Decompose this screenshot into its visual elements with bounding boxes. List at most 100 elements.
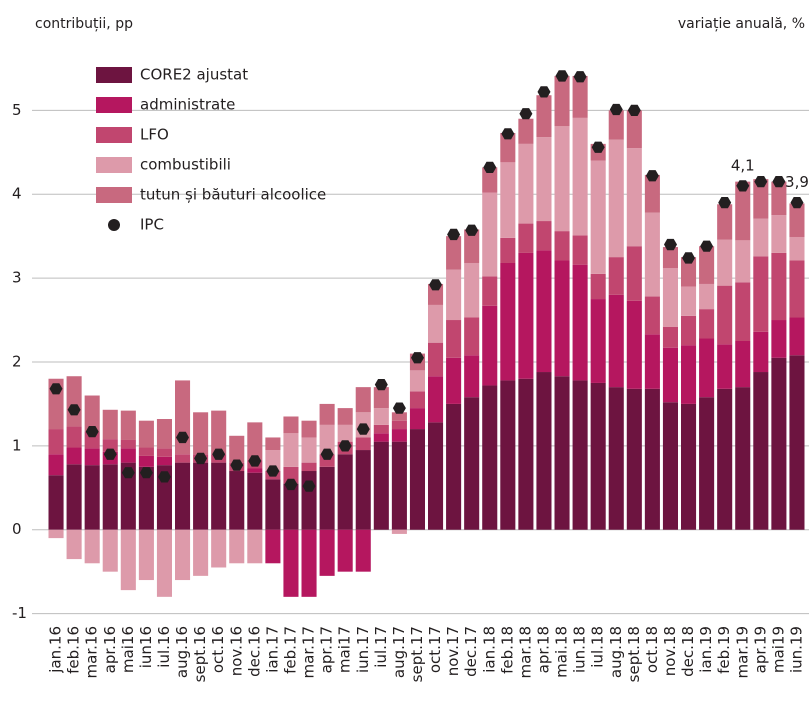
bar-segment bbox=[319, 424, 335, 455]
bar-segment bbox=[753, 331, 769, 373]
x-tick-label: mai16 bbox=[119, 626, 137, 673]
ipc-marker bbox=[176, 431, 189, 444]
bar-segment bbox=[753, 256, 769, 332]
x-tick-label: aug.18 bbox=[607, 626, 625, 678]
x-tick-label: nov.17 bbox=[444, 626, 462, 676]
x-tick-label: mar.19 bbox=[733, 626, 751, 678]
bar-segment bbox=[283, 416, 299, 434]
bar-segment bbox=[337, 408, 353, 425]
bar-segment bbox=[48, 454, 64, 476]
bar-segment bbox=[247, 422, 263, 461]
bar-segment bbox=[789, 317, 805, 356]
bar-segment bbox=[428, 422, 444, 530]
bar-segment bbox=[156, 529, 172, 597]
bar-segment bbox=[554, 126, 570, 232]
bar-segment bbox=[644, 388, 660, 530]
x-tick-label: feb.17 bbox=[281, 626, 299, 674]
bar-segment bbox=[319, 466, 335, 530]
bar-segment bbox=[771, 357, 787, 530]
bar-segment bbox=[572, 117, 588, 236]
bar-segment bbox=[626, 388, 642, 530]
x-tick-label: feb.19 bbox=[715, 626, 733, 674]
bar-segment bbox=[355, 529, 371, 572]
bar-segment bbox=[536, 137, 552, 222]
bar-segment bbox=[373, 387, 389, 409]
bar-segment bbox=[681, 257, 697, 287]
x-tick-label: iun.18 bbox=[571, 626, 589, 673]
bar-segment bbox=[735, 387, 751, 530]
bar-segment bbox=[662, 402, 678, 530]
ipc-marker bbox=[447, 228, 461, 241]
bar-segment bbox=[337, 424, 353, 442]
bar-segment bbox=[626, 110, 642, 149]
bar-segment bbox=[138, 455, 154, 467]
bar-segment bbox=[211, 529, 227, 568]
ipc-marker bbox=[338, 440, 352, 452]
bar-segment bbox=[464, 317, 480, 356]
bar-segment bbox=[84, 395, 100, 432]
bar-segment bbox=[608, 110, 624, 140]
bar-segment bbox=[644, 296, 660, 335]
bar-segment bbox=[301, 529, 317, 597]
legend-label: combustibili bbox=[140, 156, 231, 174]
x-tick-label: ian.19 bbox=[697, 626, 715, 673]
bar-segment bbox=[138, 466, 154, 530]
bar-segment bbox=[771, 252, 787, 321]
legend-swatch bbox=[96, 157, 132, 173]
bar-segment bbox=[753, 179, 769, 219]
bar-segment bbox=[229, 529, 245, 564]
bar-segment bbox=[428, 376, 444, 423]
bar-segment bbox=[717, 285, 733, 345]
bar-segment bbox=[789, 236, 805, 261]
x-tick-label: iun16 bbox=[137, 626, 155, 668]
legend-label: IPC bbox=[140, 216, 164, 234]
ipc-marker bbox=[49, 383, 63, 395]
ipc-marker bbox=[284, 478, 298, 491]
bar-segment bbox=[156, 448, 172, 457]
bar-segment bbox=[355, 437, 371, 451]
bar-segment bbox=[156, 419, 172, 449]
ipc-marker bbox=[302, 480, 316, 492]
legend-swatch bbox=[108, 219, 120, 231]
bar-segment bbox=[662, 326, 678, 348]
ipc-marker bbox=[573, 71, 587, 83]
ipc-marker bbox=[212, 448, 226, 460]
legend-label: tutun și băuturi alcoolice bbox=[140, 186, 326, 204]
bar-segment bbox=[391, 412, 407, 421]
bar-segment bbox=[446, 320, 462, 358]
bar-segment bbox=[717, 239, 733, 286]
y-tick-label: 4 bbox=[12, 185, 22, 203]
bar-segment bbox=[265, 529, 281, 564]
x-tick-label: dec.16 bbox=[245, 626, 263, 677]
bar-segment bbox=[644, 174, 660, 213]
ipc-marker bbox=[700, 240, 714, 252]
bar-segment bbox=[84, 465, 100, 530]
ipc-marker bbox=[718, 197, 732, 209]
bar-segment bbox=[681, 403, 697, 530]
bar-segment bbox=[500, 380, 516, 530]
x-tick-label: apr.17 bbox=[318, 626, 336, 673]
ipc-marker bbox=[139, 467, 153, 479]
bar-segment bbox=[771, 181, 787, 216]
x-tick-label: mar.16 bbox=[83, 626, 101, 678]
ipc-marker bbox=[266, 465, 280, 477]
bar-segment bbox=[644, 212, 660, 297]
bar-segment bbox=[373, 408, 389, 425]
bar-segment bbox=[102, 464, 118, 530]
x-tick-label: dec.18 bbox=[679, 626, 697, 677]
bar-segment bbox=[373, 433, 389, 442]
ipc-marker bbox=[555, 70, 569, 82]
bar-segment bbox=[590, 160, 606, 274]
bar-segment bbox=[446, 403, 462, 530]
x-tick-label: apr.16 bbox=[101, 626, 119, 673]
ipc-marker bbox=[230, 459, 244, 471]
bar-segment bbox=[446, 236, 462, 270]
ipc-marker bbox=[501, 128, 515, 140]
legend: CORE2 ajustat administrate LFO combustibili… bbox=[96, 66, 326, 234]
data-label: 3,9 bbox=[785, 173, 809, 191]
bar-segment bbox=[590, 382, 606, 530]
bar-segment bbox=[66, 464, 82, 530]
bar-segment bbox=[464, 397, 480, 530]
y-axis-label: contribuții, pp bbox=[35, 16, 133, 32]
